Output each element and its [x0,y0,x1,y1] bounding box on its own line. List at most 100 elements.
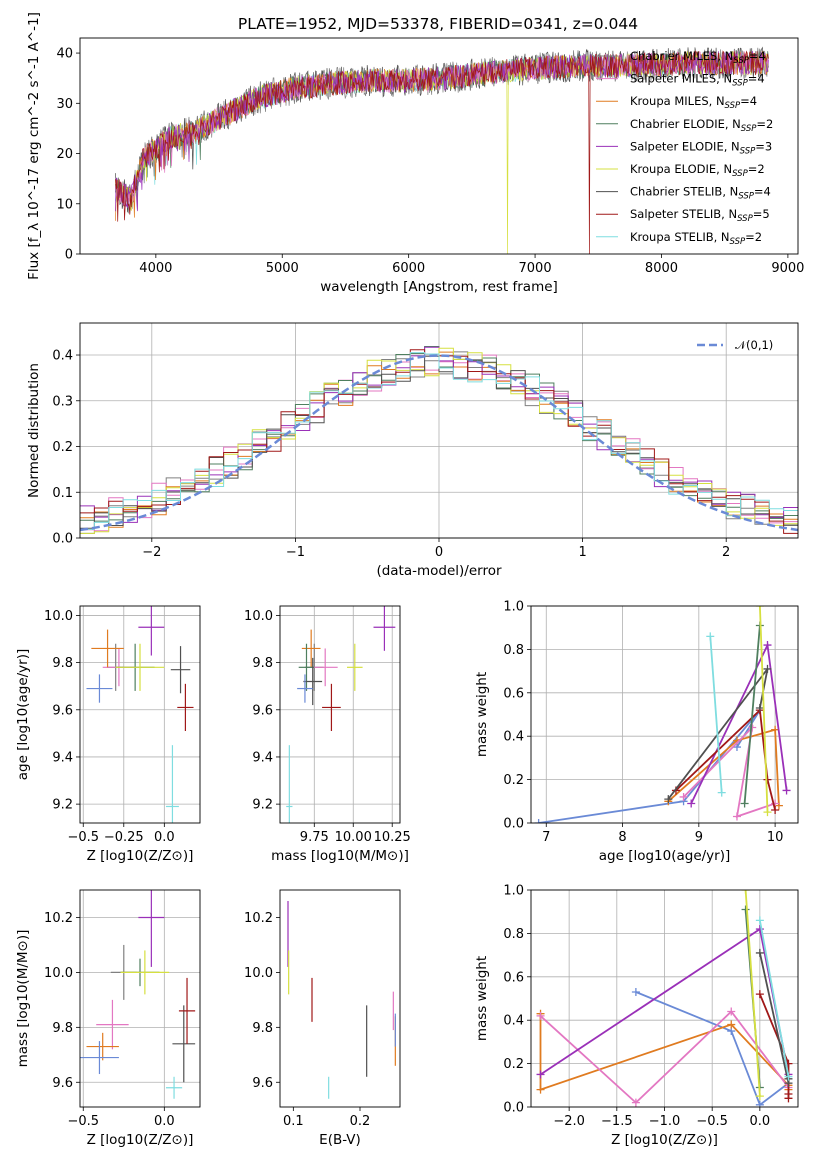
weight-marker [727,1007,736,1016]
weight-line [709,636,723,793]
weight-marker [727,1020,736,1029]
y-tick-label: 0.2 [503,1057,524,1072]
weight-line [539,1010,790,1104]
weight-marker [763,664,772,673]
axes-frame [279,889,401,1108]
x-axis-label: mass [log10(M/M⊙)] [271,848,409,864]
x-tick-label: 9000 [771,261,804,276]
x-tick-label: 7000 [519,261,552,276]
y-tick-label: 9.4 [52,750,73,765]
axes-frame [279,605,401,824]
weight-marker [717,788,726,797]
plot-area [115,46,769,254]
y-tick-label: 10.2 [244,911,273,926]
weight-line [743,625,761,804]
x-tick-label: 8 [618,830,626,845]
y-tick-label: 0.3 [52,394,73,409]
x-tick-label: 2 [722,545,730,560]
page-title: PLATE=1952, MJD=53378, FIBERID=0341, z=0… [238,15,638,33]
x-tick-label: 5000 [266,261,299,276]
weight-marker [755,1092,764,1101]
histogram-step [80,352,798,530]
legend-label: Chabrier ELODIE, NSSP=2 [630,117,773,134]
x-tick-label: 10 [767,830,784,845]
weight-marker [771,805,780,814]
y-tick-label: 0.8 [503,927,524,942]
plots-layer: 4000 5000 6000 7000 8000 9000010203040wavelen… [15,12,804,1148]
weight-line [538,709,761,823]
y-tick-label: 9.8 [52,1021,73,1036]
y-tick-label: 10.2 [44,911,73,926]
y-tick-label: 0.4 [503,1014,524,1029]
weight-marker [706,632,715,641]
legend-label: Chabrier STELIB, NSSP=4 [630,185,771,202]
y-tick-label: 9.4 [252,750,273,765]
weight-marker [784,1072,793,1081]
weight-line [635,991,790,1107]
x-tick-label: 7 [542,830,550,845]
weight-marker [763,641,772,650]
y-tick-label: 0.4 [52,349,73,364]
y-tick-label: 9.2 [252,798,273,813]
y-tick-label: 9.8 [252,1021,273,1036]
weight-marker [755,925,764,934]
y-tick-label: 10.0 [44,966,73,981]
x-axis-label: Z [log10(Z/Z⊙)] [87,1132,194,1148]
weight-marker [631,987,640,996]
x-tick-label: 4000 [139,261,172,276]
weight-marker [536,1070,545,1079]
y-tick-label: 0.2 [52,440,73,455]
plot-area [536,890,793,1107]
x-axis-label: Z [log10(Z/Z⊙)] [87,848,194,864]
y-tick-label: 0.2 [503,773,524,788]
plot-age-vs-mass: 9.75 10.00 10.25 9.2 9.4 9.6 9.8 10.0 mass [log1… [244,605,411,864]
weight-line [759,606,769,813]
y-tick-label: 0.1 [52,486,73,501]
x-tick-label: 0 [435,545,443,560]
weight-line [667,728,780,806]
x-tick-label: 8000 [645,261,678,276]
y-tick-label: 10 [56,197,73,212]
plot-area [80,890,196,1099]
x-tick-label: 9 [695,830,703,845]
x-tick-label: 6000 [392,261,425,276]
plot-area [534,606,791,823]
axes-frame [530,889,799,1108]
spectrum-line [115,50,769,254]
legend-label: 𝒩(0,1) [735,338,773,352]
x-tick-label: −0.5 [696,1114,728,1129]
y-axis-label: Normed distribution [26,363,42,498]
weight-marker [732,812,741,821]
y-tick-label: 0.0 [503,1101,524,1116]
plot-weight-vs-Z: −2.0 −1.5 −1.0 −0.5 0.0 0.0 0.2 0.4 0.6 0.8 1.0 Z [… [474,884,799,1148]
x-tick-label: 9.75 [300,830,329,845]
weight-marker [631,1098,640,1107]
x-tick-label: −1.0 [649,1114,681,1129]
legend-label: Chabrier MILES, NSSP=4 [630,49,766,66]
x-axis-label: Z [log10(Z/Z⊙)] [611,1132,718,1148]
axes-frame [79,37,799,255]
legend-label: Salpeter MILES, NSSP=4 [630,72,765,89]
weight-marker [755,703,764,712]
weight-marker [763,808,772,817]
axes-frame [79,322,799,539]
y-axis-label: mass [log10(M/M⊙)] [15,930,31,1068]
weight-marker [741,905,750,914]
x-tick-label: 0.0 [750,1114,771,1129]
legend-label: Kroupa MILES, NSSP=4 [630,94,757,111]
plot-age-vs-Z: −0.5 −0.25 0.0 9.2 9.4 9.6 9.8 10.0 Z [log10(Z/Z… [15,605,201,864]
weight-marker [536,1011,545,1020]
weight-marker [664,795,673,804]
y-tick-label: 9.8 [52,656,73,671]
x-tick-label: −2.0 [553,1114,585,1129]
axes-frame [530,605,799,824]
legend-label: Kroupa STELIB, NSSP=2 [630,230,762,247]
weight-marker [782,786,791,795]
y-tick-label: 9.6 [52,1076,73,1091]
x-tick-label: −1 [286,545,305,560]
x-axis-label: E(B-V) [319,1132,361,1148]
plot-weight-vs-age: 7 8 9 10 0.0 0.2 0.4 0.6 0.8 1.0 age [log10(age/yr… [474,600,799,864]
x-tick-label: 0.0 [154,1114,175,1129]
x-axis-label: (data-model)/error [376,563,502,579]
weight-line [682,724,776,818]
